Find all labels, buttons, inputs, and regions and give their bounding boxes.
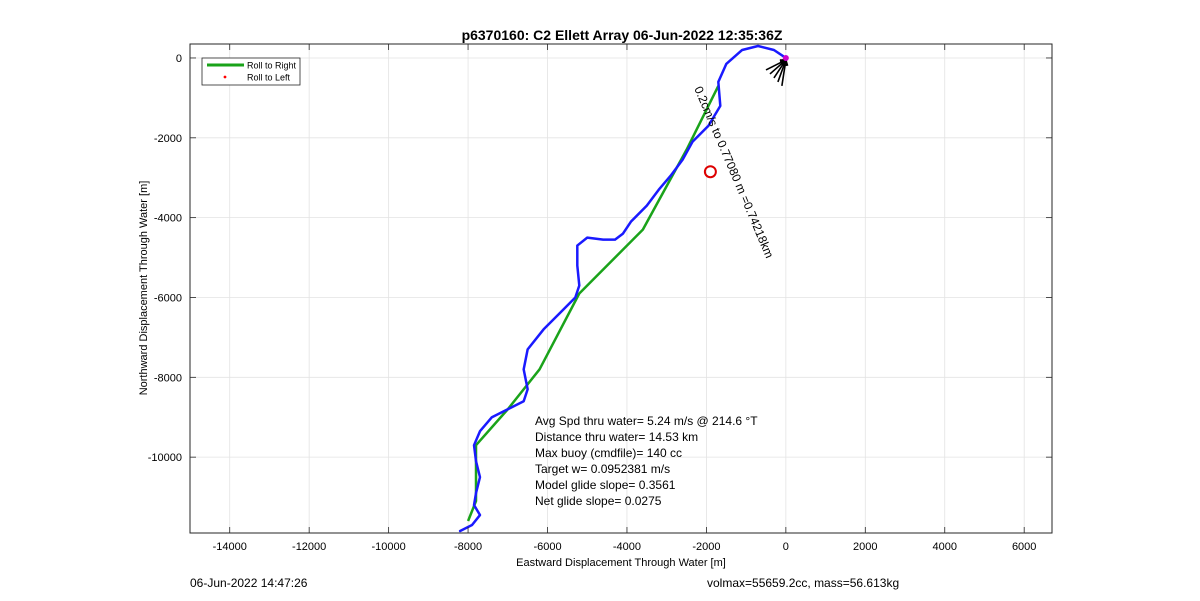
plot-frame xyxy=(189,43,1053,534)
legend-label-roll-right: Roll to Right xyxy=(247,61,297,71)
x-tick-label: -8000 xyxy=(454,541,482,553)
plot-background xyxy=(190,44,1052,533)
stat-target-w: Target w= 0.0952381 m/s xyxy=(535,462,670,476)
legend-label-roll-left: Roll to Left xyxy=(247,73,291,83)
footer-timestamp: 06-Jun-2022 14:47:26 xyxy=(190,576,308,590)
series-line-roll-to-right xyxy=(466,85,720,522)
chart-title: p6370160: C2 Ellett Array 06-Jun-2022 12… xyxy=(462,27,783,43)
series-line-track xyxy=(458,44,788,533)
tick-layer: -14000 -12000 -10000 -8000 -6000 -4000 -2000 0 2… xyxy=(148,44,1052,553)
y-tick-label: -2000 xyxy=(154,133,182,145)
vector-arrow xyxy=(765,59,787,71)
x-tick-label: 0 xyxy=(783,541,789,553)
y-tick-label: -4000 xyxy=(154,213,182,225)
stat-max-buoy: Max buoy (cmdfile)= 140 cc xyxy=(535,446,682,460)
x-tick-label: -2000 xyxy=(692,541,720,553)
y-tick-label: -8000 xyxy=(154,372,182,384)
y-tick-label: 0 xyxy=(176,53,182,65)
stat-model-glide-slope: Model glide slope= 0.3561 xyxy=(535,478,676,492)
stats-block: Avg Spd thru water= 5.24 m/s @ 214.6 °T … xyxy=(535,414,758,508)
x-tick-label: -12000 xyxy=(292,541,326,553)
stat-avg-speed: Avg Spd thru water= 5.24 m/s @ 214.6 °T xyxy=(535,414,758,428)
footer-volmax-mass: volmax=55659.2cc, mass=56.613kg xyxy=(707,576,900,590)
legend-box xyxy=(201,57,301,86)
legend: Roll to Right Roll to Left xyxy=(201,57,301,86)
x-tick-label: -10000 xyxy=(371,541,405,553)
x-axis-label: Eastward Displacement Through Water [m] xyxy=(516,557,726,569)
x-tick-label: -6000 xyxy=(533,541,561,553)
x-tick-label: 2000 xyxy=(853,541,877,553)
x-tick-label: 4000 xyxy=(933,541,957,553)
plot-area: -14000 -12000 -10000 -8000 -6000 -4000 -2000 0 2… xyxy=(148,43,1053,553)
stat-distance: Distance thru water= 14.53 km xyxy=(535,430,698,444)
x-tick-label: -4000 xyxy=(613,541,641,553)
x-tick-label: 6000 xyxy=(1012,541,1036,553)
grid xyxy=(190,44,1052,533)
current-position-marker xyxy=(703,165,717,179)
x-tick-label: -14000 xyxy=(213,541,247,553)
y-tick-label: -6000 xyxy=(154,292,182,304)
stat-net-glide-slope: Net glide slope= 0.0275 xyxy=(535,494,662,508)
marker-layer xyxy=(703,54,789,179)
legend-swatch-roll-left xyxy=(223,75,227,79)
y-tick-label: -10000 xyxy=(148,452,182,464)
waypoint-marker xyxy=(782,54,789,61)
y-axis-label: Northward Displacement Through Water [m] xyxy=(138,181,150,396)
